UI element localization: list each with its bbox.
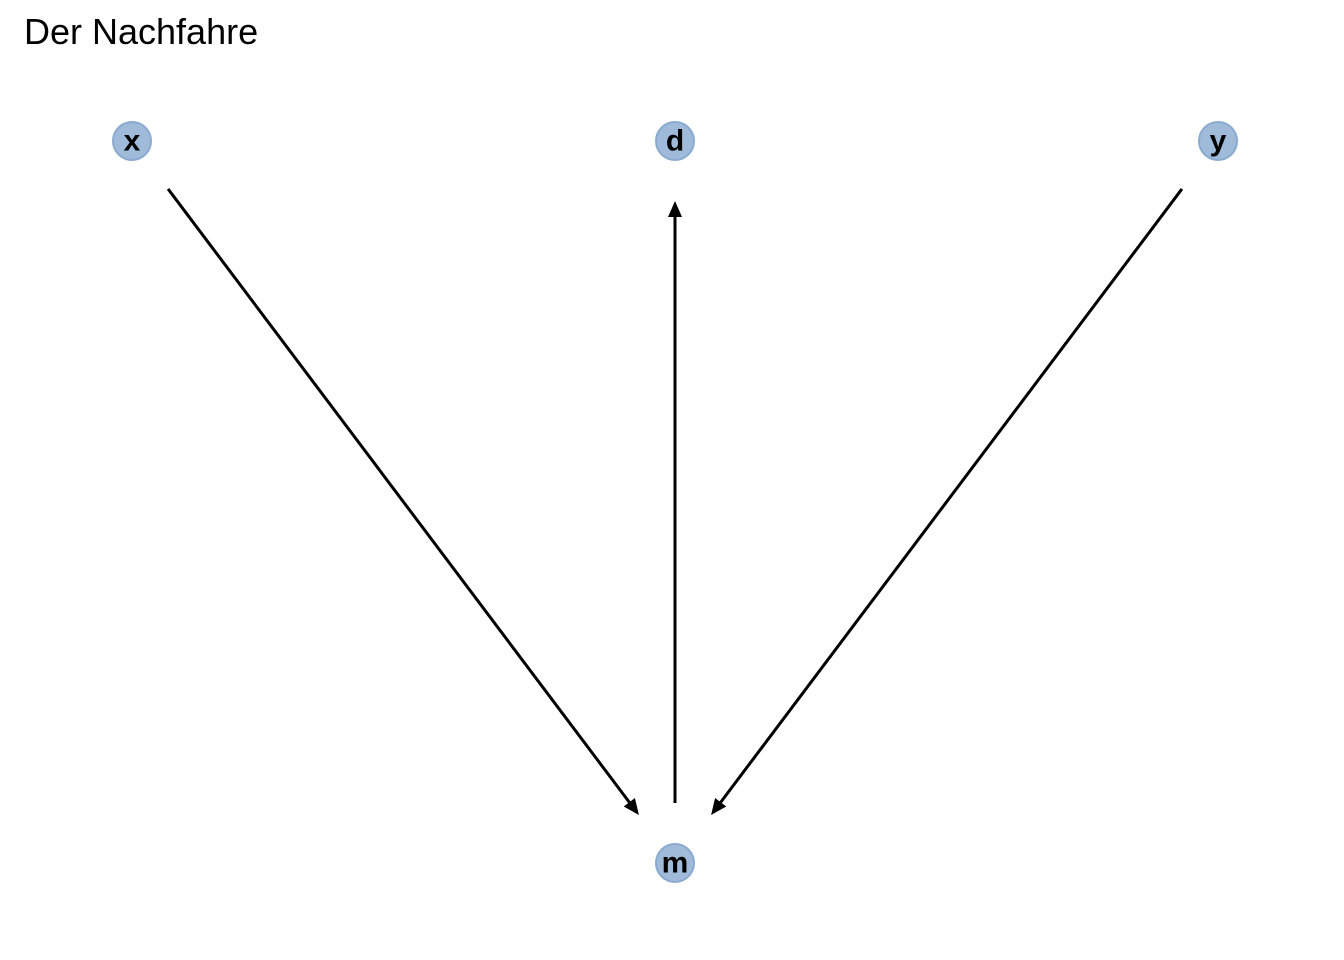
edge-line bbox=[718, 188, 1184, 805]
nodes-layer: x d y m bbox=[112, 121, 1238, 883]
node-d: d bbox=[655, 121, 695, 161]
edge-y-m bbox=[711, 188, 1184, 816]
node-label: y bbox=[1210, 125, 1227, 158]
node-circle bbox=[112, 121, 152, 161]
node-circle bbox=[655, 121, 695, 161]
edges-layer bbox=[166, 188, 1184, 816]
node-label: m bbox=[662, 847, 689, 880]
node-circle bbox=[655, 843, 695, 883]
node-x: x bbox=[112, 121, 152, 161]
node-circle bbox=[1198, 121, 1238, 161]
arrowhead bbox=[711, 798, 727, 816]
node-label: d bbox=[666, 125, 684, 158]
arrowhead bbox=[623, 798, 639, 816]
arrowhead bbox=[668, 201, 682, 217]
node-y: y bbox=[1198, 121, 1238, 161]
edge-line bbox=[166, 188, 632, 805]
diagram-title: Der Nachfahre bbox=[24, 11, 259, 52]
edge-x-m bbox=[166, 188, 639, 816]
node-m: m bbox=[655, 843, 695, 883]
edge-m-d bbox=[668, 201, 682, 803]
node-label: x bbox=[124, 125, 141, 158]
